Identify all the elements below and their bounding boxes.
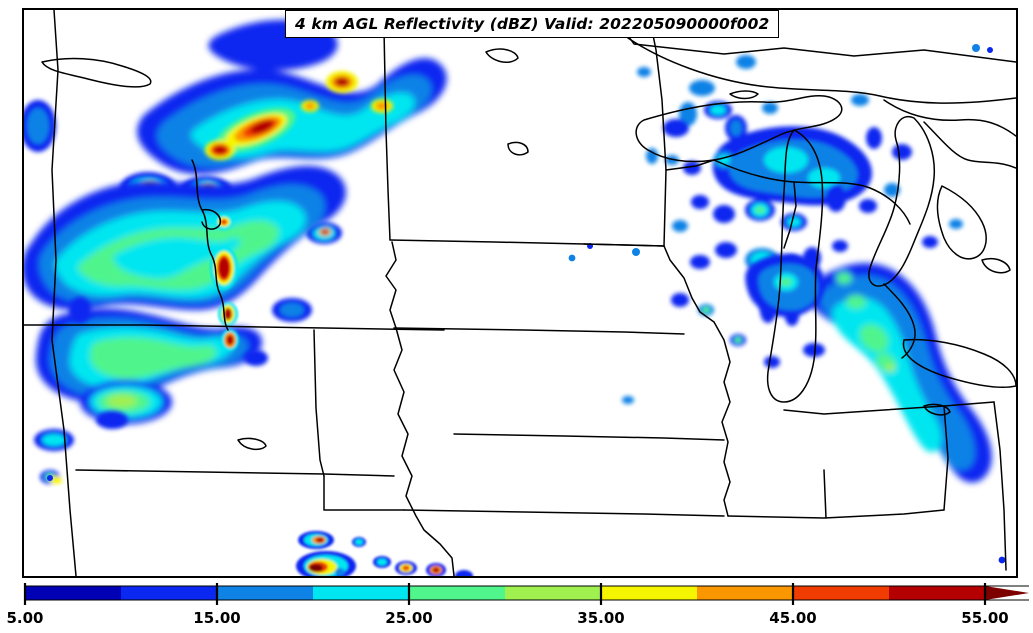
colorbar-band [793,586,890,600]
lake-small-on [981,258,1011,274]
radar-map [24,10,1016,576]
colorbar-svg: 5.00 15.00 25.00 35.00 45.00 55.00 [6,583,1029,627]
border-in-mi-oh [783,401,995,415]
colorbar-band [889,586,986,600]
border-wy-co [75,469,395,477]
reflectivity-field [24,19,1006,576]
border-ne-ks [403,509,725,517]
river-mississippi [713,321,731,517]
border-mn-wi [651,29,667,247]
colorbar-band-over [985,586,1029,600]
border-ia-mo [453,433,725,441]
georgian-bay [936,185,987,260]
echo-group-stratiform-west-south [35,308,262,424]
border-sd-ne [393,327,685,335]
colorbar-tick-labels: 5.00 15.00 25.00 35.00 45.00 55.00 [6,609,1008,627]
lake-small-sd [507,141,529,156]
border-il-in [823,469,827,519]
colorbar-tick-label: 35.00 [577,609,624,627]
border-in-oh [943,405,949,511]
border-montana-nd [383,29,391,241]
isle-royale [729,90,759,100]
colorbar-band [505,586,602,600]
lake-fort-peck [41,57,152,88]
lake-huron [868,115,936,287]
lake-superior [635,95,843,163]
plot-title: 4 km AGL Reflectivity (dBZ) Valid: 20220… [295,15,770,33]
lake-small-in [923,403,951,416]
colorbar-tick-label: 15.00 [193,609,240,627]
colorbar-frame [25,585,1029,601]
colorbar-band [697,586,794,600]
map-panel [22,8,1018,578]
colorbar-band [121,586,218,600]
border-montana-south [24,324,445,331]
lake-michigan [766,129,824,403]
echo-group-upper-midwest [622,55,963,404]
lake-yellowstone [201,208,222,230]
coastline-st-clair [883,283,916,359]
echo-core-wyoming-cells [210,214,239,351]
colorbar-ticks [23,583,987,605]
lake-small-wy [237,437,267,451]
lake-small-nd [485,48,519,64]
colorbar-bands [25,586,1029,600]
echo-group-specks [47,44,1006,564]
echo-group-lake-michigan-west [745,253,825,317]
echo-core-northwest [205,71,393,160]
border-il-in-south [727,509,945,519]
border-oh-pa [993,401,1007,571]
coastline-canada-north [627,37,1016,104]
colorbar-tick-label: 5.00 [6,609,43,627]
border-co-ne-corner [323,475,405,511]
border-international [623,29,1016,63]
colorbar-tick-label: 45.00 [769,609,816,627]
colorbar-tick-label: 25.00 [385,609,432,627]
plot-title-box: 4 km AGL Reflectivity (dBZ) Valid: 20220… [285,10,780,38]
border-wi-north [665,159,715,171]
colorbar-band [313,586,410,600]
coastline-up-south [713,159,911,225]
colorbar-band [409,586,506,600]
border-idaho-east [51,10,77,576]
geography-layer [24,10,1016,576]
coastline-canada-east [883,99,1016,137]
echo-group-outliers-west [24,100,312,484]
echo-group-stratiform-west [24,165,346,310]
border-wi-mi [783,181,797,249]
colorbar-band [601,586,698,600]
river-yellowstone [191,159,229,331]
lake-erie [902,338,1016,389]
coastline-canada-se [923,121,1016,169]
colorbar-band [217,586,314,600]
border-wy-ne [313,329,325,477]
river-missouri [385,241,455,576]
colorbar: 5.00 15.00 25.00 35.00 45.00 55.00 [0,583,1033,633]
colorbar-tick-label: 55.00 [961,609,1008,627]
colorbar-band [25,586,122,600]
echo-group-nebraska-cells [296,531,473,576]
